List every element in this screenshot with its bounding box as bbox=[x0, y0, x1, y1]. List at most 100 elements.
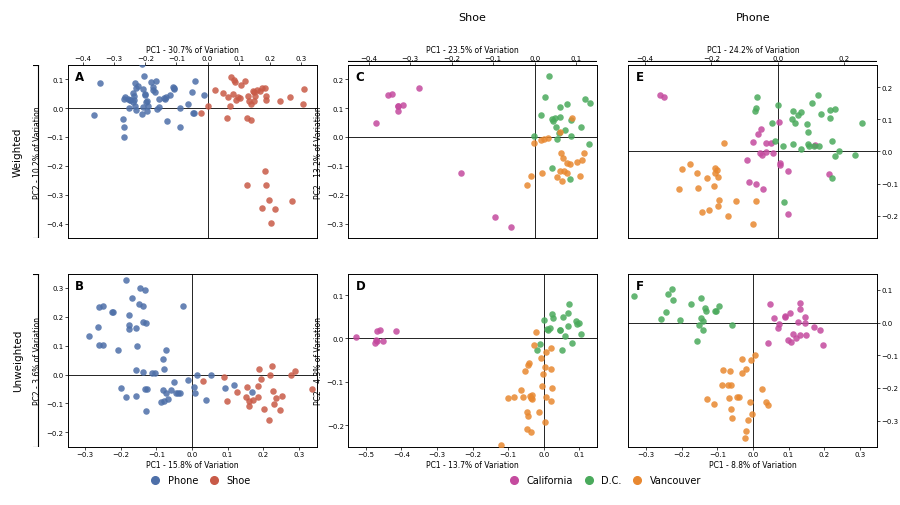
Point bbox=[119, 393, 133, 401]
Point bbox=[204, 372, 219, 380]
Point bbox=[574, 157, 589, 165]
Point bbox=[129, 325, 143, 333]
Point bbox=[129, 107, 143, 115]
Text: D: D bbox=[356, 279, 365, 292]
Point bbox=[781, 336, 796, 344]
Point bbox=[138, 286, 152, 294]
Point bbox=[707, 165, 722, 173]
Text: Shoe: Shoe bbox=[459, 13, 486, 23]
Point bbox=[519, 425, 534, 433]
Point bbox=[218, 384, 232, 392]
Point bbox=[547, 115, 562, 123]
Point bbox=[548, 124, 562, 132]
Text: C: C bbox=[356, 71, 364, 84]
Point bbox=[539, 393, 554, 401]
Point bbox=[370, 327, 384, 335]
Point bbox=[247, 97, 261, 106]
Point bbox=[553, 113, 567, 121]
Point bbox=[92, 303, 106, 311]
Point bbox=[657, 93, 671, 102]
Point bbox=[526, 140, 541, 148]
Point bbox=[296, 101, 310, 109]
Point bbox=[116, 96, 130, 104]
Point bbox=[156, 356, 170, 364]
Point bbox=[746, 138, 760, 146]
Point bbox=[224, 73, 238, 81]
Point bbox=[661, 290, 675, 298]
Point bbox=[131, 83, 146, 91]
Point bbox=[140, 108, 155, 116]
Point bbox=[516, 393, 530, 401]
Point bbox=[222, 103, 237, 111]
Point bbox=[284, 372, 298, 380]
Point bbox=[544, 366, 558, 374]
Point bbox=[535, 170, 549, 178]
Point bbox=[543, 324, 557, 332]
Point bbox=[521, 413, 535, 421]
Point bbox=[190, 372, 204, 380]
Point bbox=[148, 369, 163, 377]
Point bbox=[561, 309, 575, 317]
Point bbox=[666, 296, 680, 305]
Point bbox=[553, 129, 567, 137]
Point bbox=[553, 168, 567, 176]
Point bbox=[574, 123, 589, 131]
Point bbox=[136, 86, 150, 94]
Point bbox=[169, 390, 184, 398]
Point bbox=[123, 97, 138, 105]
Point bbox=[556, 314, 571, 322]
Point bbox=[136, 318, 150, 326]
Point bbox=[822, 170, 836, 178]
Point bbox=[694, 295, 708, 303]
Point bbox=[523, 394, 537, 402]
Point bbox=[716, 139, 731, 147]
Point bbox=[157, 397, 171, 406]
Point bbox=[160, 395, 175, 403]
Point bbox=[542, 73, 556, 81]
Point bbox=[263, 372, 277, 380]
Point bbox=[239, 182, 254, 190]
Point bbox=[788, 334, 803, 342]
Point bbox=[824, 175, 839, 183]
Point bbox=[794, 146, 808, 154]
Point bbox=[690, 337, 705, 345]
Point bbox=[824, 138, 839, 146]
Point bbox=[533, 341, 547, 349]
Point bbox=[748, 108, 762, 116]
Point bbox=[807, 323, 822, 331]
Point bbox=[173, 389, 187, 397]
Point bbox=[221, 94, 236, 102]
Point bbox=[746, 220, 760, 228]
Point bbox=[246, 396, 260, 405]
Point bbox=[525, 395, 539, 403]
Point bbox=[127, 97, 141, 105]
Point bbox=[118, 94, 132, 102]
Point bbox=[91, 323, 105, 331]
Point bbox=[570, 159, 584, 167]
Point bbox=[139, 319, 153, 327]
Point bbox=[113, 384, 128, 392]
Point bbox=[788, 119, 802, 127]
Point bbox=[544, 344, 558, 352]
Point bbox=[255, 85, 269, 93]
Point bbox=[808, 142, 823, 150]
Point bbox=[494, 441, 508, 449]
Point bbox=[753, 150, 768, 158]
Point bbox=[522, 392, 536, 400]
Point bbox=[164, 386, 178, 394]
Point bbox=[553, 104, 567, 112]
Point bbox=[138, 90, 152, 98]
Point bbox=[526, 391, 540, 399]
Point bbox=[563, 176, 578, 184]
Point bbox=[136, 73, 150, 81]
Point bbox=[504, 224, 518, 232]
Point bbox=[129, 367, 143, 375]
Point bbox=[560, 101, 574, 109]
Point bbox=[258, 168, 273, 176]
Point bbox=[724, 321, 739, 329]
Point bbox=[199, 396, 213, 405]
Point bbox=[653, 315, 668, 323]
Point bbox=[170, 389, 184, 397]
Point bbox=[140, 407, 154, 415]
Point bbox=[544, 164, 559, 172]
